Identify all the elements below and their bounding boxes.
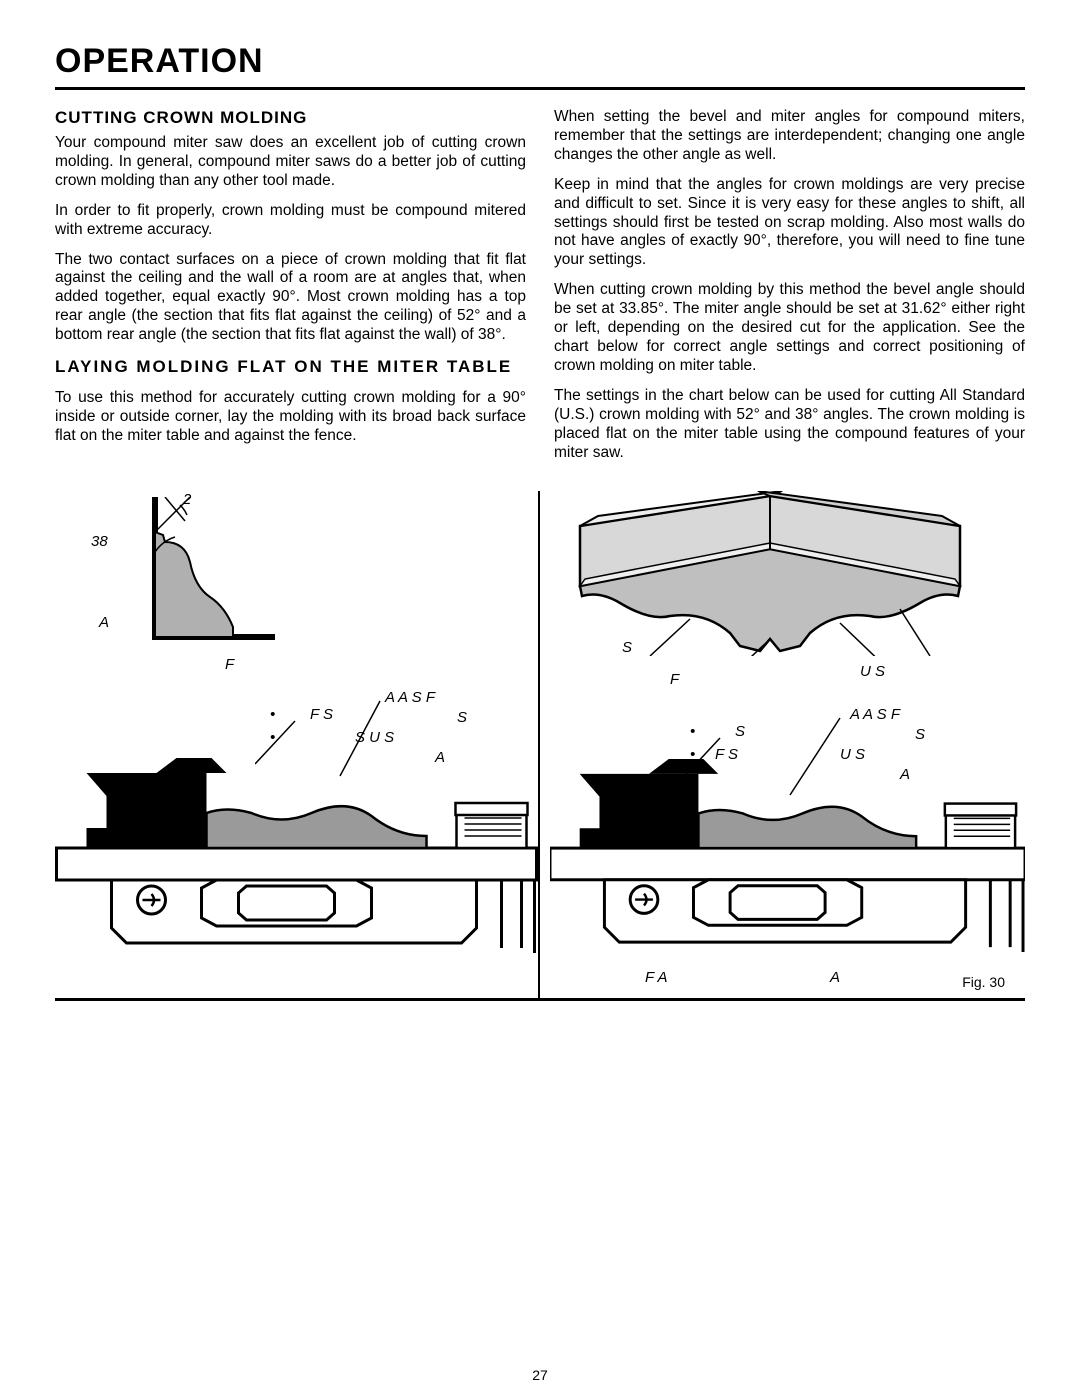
left-column: CUTTING CROWN MOLDING Your compound mite… [55, 108, 526, 473]
page-number: 27 [0, 1367, 1080, 1383]
paragraph: In order to fit properly, crown molding … [55, 202, 526, 240]
figure-left-panel: 2 38 A F • • F S A A S F S S U S A [55, 491, 540, 998]
paragraph: The settings in the chart below can be u… [554, 387, 1025, 463]
label-S: S [622, 639, 632, 656]
label-A: A [99, 614, 109, 631]
right-column: When setting the bevel and miter angles … [554, 108, 1025, 473]
miter-saw-right-icon [550, 758, 1025, 958]
crown-molding-3d-icon [570, 491, 1010, 656]
heading-cutting-crown: CUTTING CROWN MOLDING [55, 108, 526, 128]
angle-label-bot: 38 [91, 533, 108, 550]
page-title: OPERATION [55, 42, 1025, 90]
label-US: U S [860, 663, 885, 680]
bottom-label-left: F A [645, 969, 668, 986]
paragraph: When cutting crown molding by this metho… [554, 281, 1025, 376]
paragraph: Keep in mind that the angles for crown m… [554, 176, 1025, 271]
angle-corner-icon [115, 497, 275, 667]
paragraph: The two contact surfaces on a piece of c… [55, 251, 526, 346]
figure-caption: Fig. 30 [962, 974, 1005, 990]
figure-right-panel: S F U S • • S A A S F F S S U S A [540, 491, 1025, 998]
paragraph: To use this method for accurately cuttin… [55, 389, 526, 446]
heading-laying-molding: LAYING MOLDING FLAT ON THE MITER TABLE [55, 357, 526, 377]
angle-label-top: 2 [183, 491, 191, 508]
figure-30: 2 38 A F • • F S A A S F S S U S A [55, 491, 1025, 1001]
text-columns: CUTTING CROWN MOLDING Your compound mite… [55, 108, 1025, 473]
label-F: F [670, 671, 679, 688]
paragraph: Your compound miter saw does an excellen… [55, 134, 526, 191]
bottom-label-right: A [830, 969, 840, 986]
miter-saw-left-icon [55, 758, 538, 958]
label-F: F [225, 656, 234, 673]
paragraph: When setting the bevel and miter angles … [554, 108, 1025, 165]
